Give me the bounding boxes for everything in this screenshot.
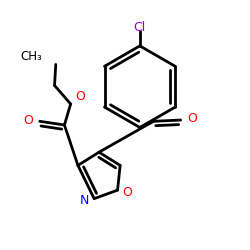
Text: N: N (79, 194, 89, 207)
Text: Cl: Cl (134, 21, 146, 34)
Text: O: O (24, 114, 34, 126)
Text: O: O (122, 186, 132, 198)
Text: CH₃: CH₃ (20, 50, 42, 63)
Text: O: O (75, 90, 85, 103)
Text: O: O (187, 112, 197, 125)
